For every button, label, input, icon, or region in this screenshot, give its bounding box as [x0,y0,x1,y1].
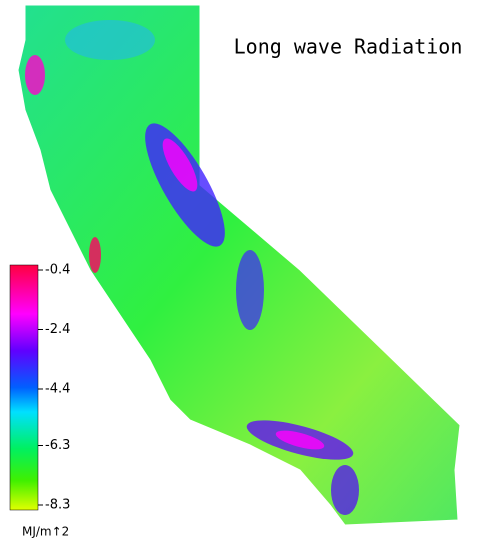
terrain [25,55,45,95]
map-title: Long wave Radiation [234,35,463,59]
terrain [275,430,325,450]
terrain [89,237,101,273]
california [17,4,461,526]
colorbar-tick-label: -6.3 [45,438,70,453]
colorbar-tick-label: -4.4 [45,381,70,396]
colorbar [9,264,39,511]
terrain [236,250,264,330]
terrain [331,465,359,515]
colorbar-tick-label: -2.4 [45,322,70,337]
terrain [162,138,198,192]
colorbar-unit: MJ/m↑2 [22,525,69,539]
terrain [65,20,155,60]
colorbar-tick-label: -8.3 [45,498,70,513]
state-shape [17,4,461,526]
colorbar-tick-label: -0.4 [45,263,70,278]
